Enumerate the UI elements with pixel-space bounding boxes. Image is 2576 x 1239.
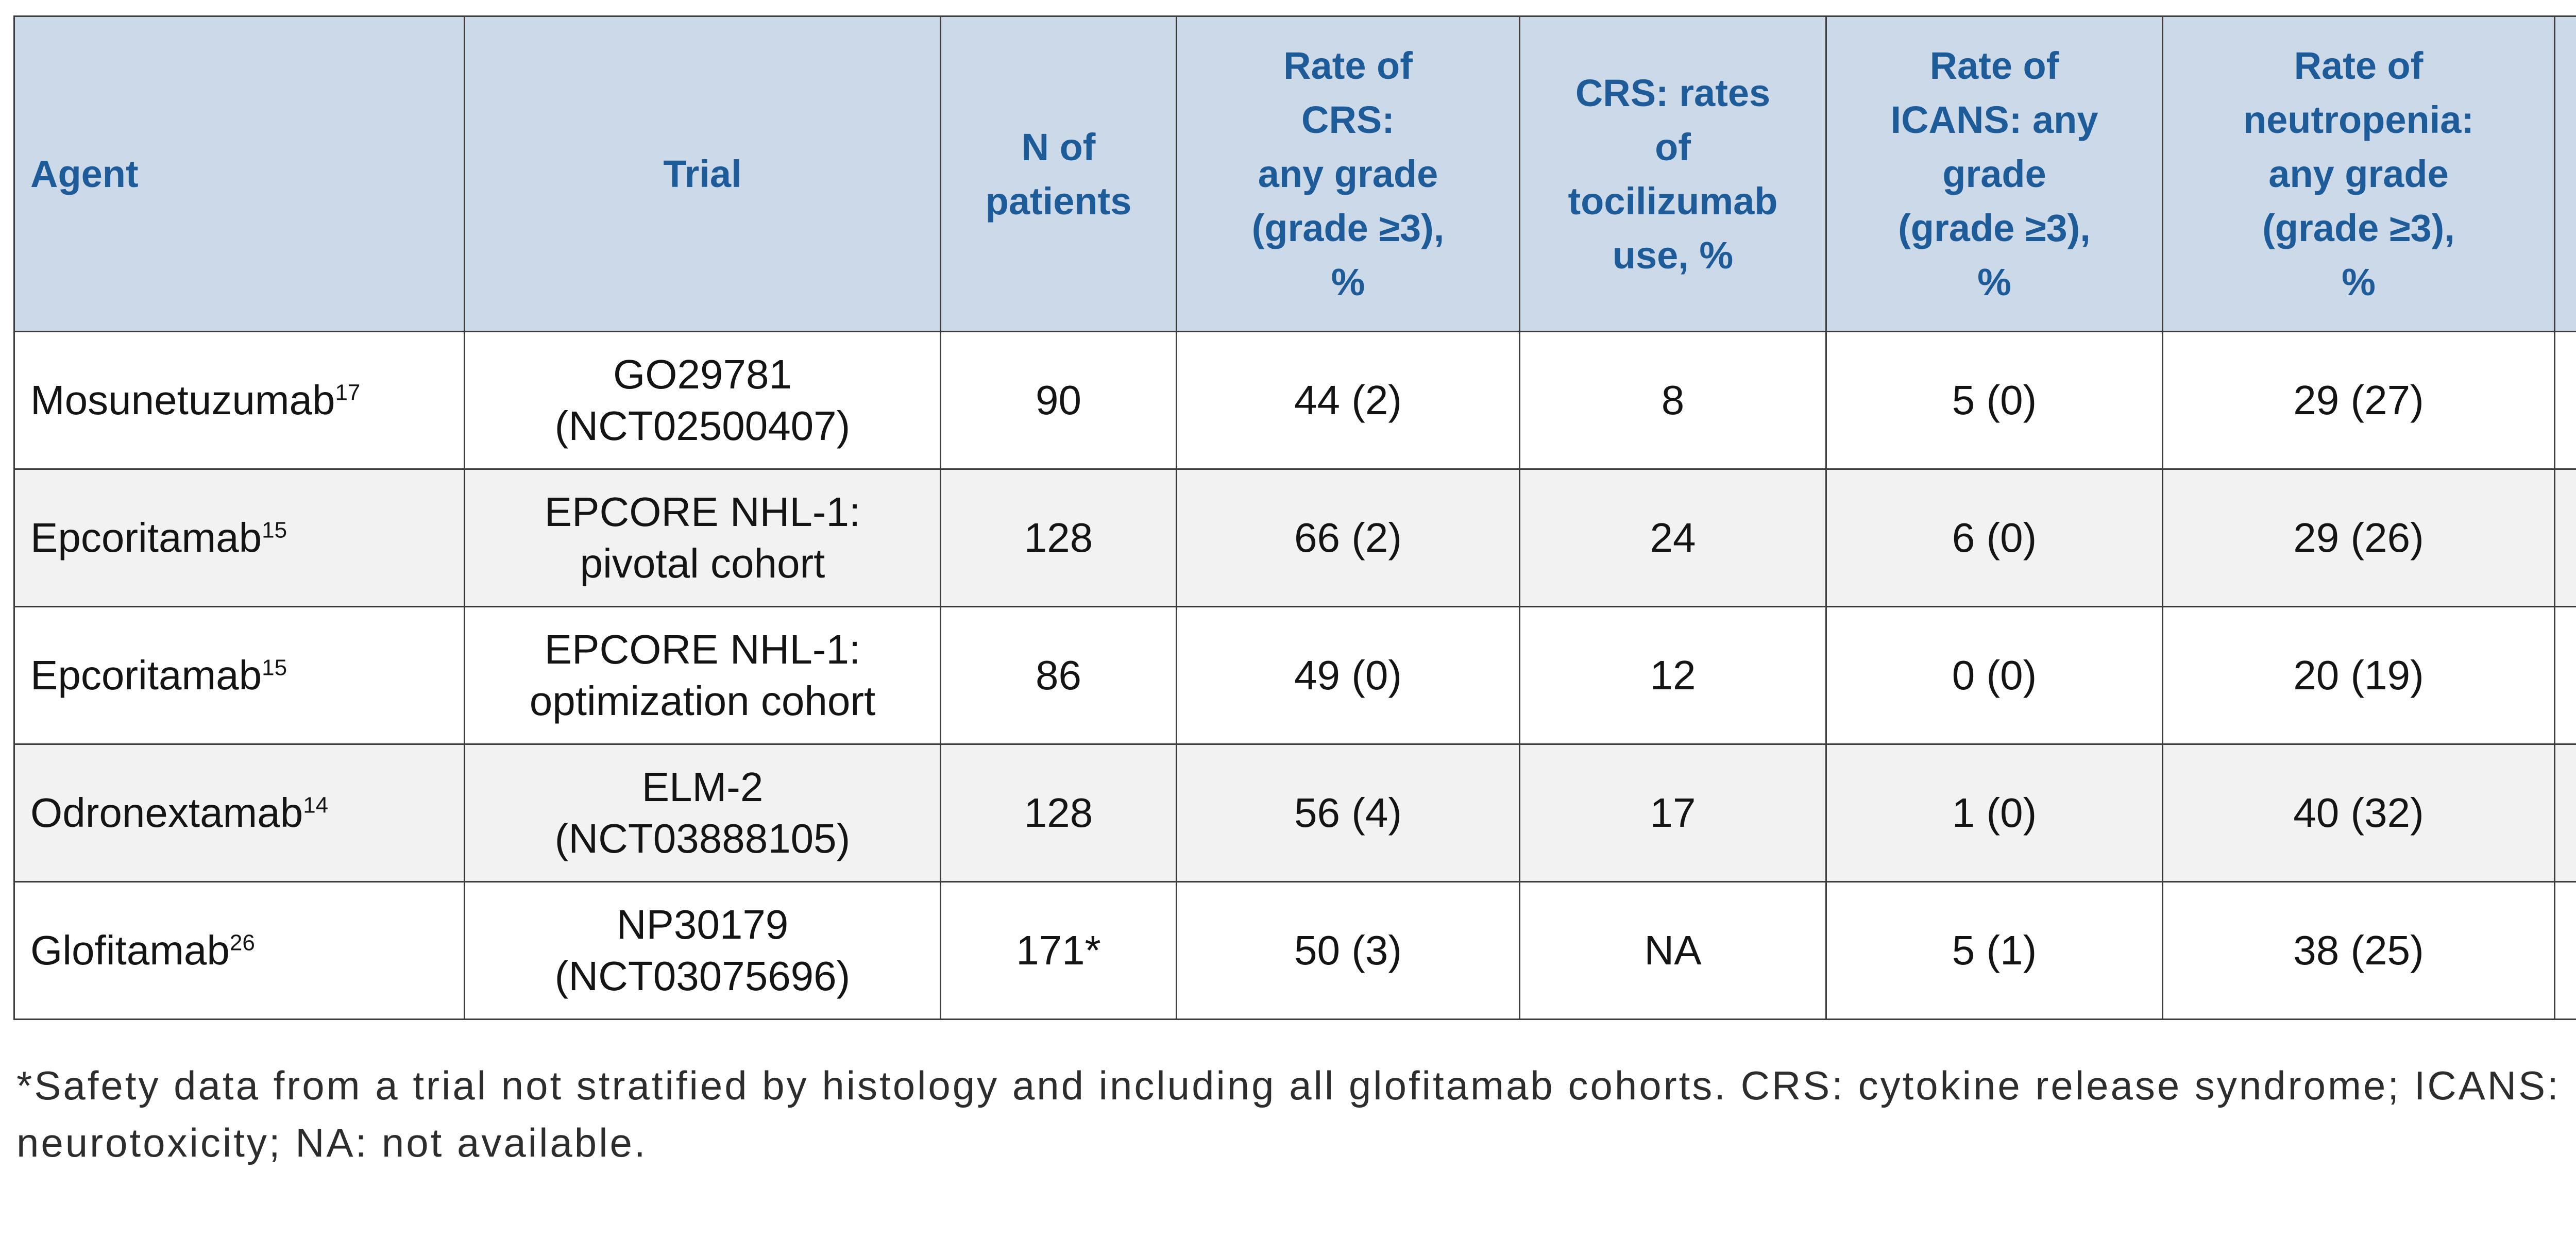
crs-rate-cell: 50 (3) [1176, 881, 1520, 1021]
n-patients-cell: 128 [940, 468, 1177, 608]
trial-cell: EPCORE NHL-1: pivotal cohort [464, 468, 941, 608]
n-patients-cell: 86 [940, 606, 1177, 745]
page: Agent Trial N of patients Rate of CRS: a… [13, 15, 2576, 1166]
infections-rate-cell: 80 (36) [2554, 743, 2576, 883]
table-row-epcoritamab-optimization: Epcoritamab15 EPCORE NHL-1: optimization… [13, 606, 2576, 745]
infections-rate-cell: NA [2554, 468, 2576, 608]
n-patients-cell: 128 [940, 743, 1177, 883]
agent-reference-superscript: 15 [262, 517, 287, 543]
icans-rate-cell: 1 (0) [1825, 743, 2163, 883]
agent-reference-superscript: 17 [335, 380, 361, 405]
icans-rate-cell: 5 (1) [1825, 881, 2163, 1021]
table-row-epcoritamab-pivotal: Epcoritamab15 EPCORE NHL-1: pivotal coho… [13, 468, 2576, 608]
agent-name: Epcoritamab [30, 515, 262, 561]
tocilizumab-use-cell: 12 [1519, 606, 1827, 745]
agent-reference-superscript: 15 [262, 655, 287, 681]
tocilizumab-use-cell: 24 [1519, 468, 1827, 608]
n-patients-cell: 90 [940, 331, 1177, 470]
neutropenia-rate-cell: 38 (25) [2162, 881, 2555, 1021]
table-footnote: *Safety data from a trial not stratified… [16, 1063, 2576, 1166]
agent-cell: Glofitamab26 [13, 881, 465, 1021]
crs-rate-cell: 44 (2) [1176, 331, 1520, 470]
agent-cell: Epcoritamab15 [13, 606, 465, 745]
header-n-patients: N of patients [940, 15, 1177, 333]
header-infections-rate: Rate of infections: any grade (grade ≥3)… [2554, 15, 2576, 333]
table-row-odronextamab: Odronextamab14 ELM-2 (NCT03888105) 128 5… [13, 743, 2576, 883]
header-icans-rate: Rate of ICANS: any grade (grade ≥3), % [1825, 15, 2163, 333]
header-tocilizumab-use: CRS: rates of tocilizumab use, % [1519, 15, 1827, 333]
infections-rate-cell: NA [2554, 606, 2576, 745]
trial-cell: GO29781 (NCT02500407) [464, 331, 941, 470]
header-crs-rate: Rate of CRS: any grade (grade ≥3), % [1176, 15, 1520, 333]
trial-cell: NP30179 (NCT03075696) [464, 881, 941, 1021]
tocilizumab-use-cell: NA [1519, 881, 1827, 1021]
agent-name: Epcoritamab [30, 652, 262, 699]
icans-rate-cell: 0 (0) [1825, 606, 2163, 745]
icans-rate-cell: 5 (0) [1825, 331, 2163, 470]
header-neutropenia-rate: Rate of neutropenia: any grade (grade ≥3… [2162, 15, 2555, 333]
neutropenia-rate-cell: 20 (19) [2162, 606, 2555, 745]
agent-cell: Mosunetuzumab17 [13, 331, 465, 470]
agent-name: Mosunetuzumab [30, 377, 335, 423]
agent-name: Glofitamab [30, 927, 230, 974]
header-agent: Agent [13, 15, 465, 333]
infections-rate-cell: 51 (17) [2554, 331, 2576, 470]
neutropenia-rate-cell: 40 (32) [2162, 743, 2555, 883]
header-row: Agent Trial N of patients Rate of CRS: a… [13, 15, 2576, 333]
infections-rate-cell: 52 (18) [2554, 881, 2576, 1021]
table-row-glofitamab: Glofitamab26 NP30179 (NCT03075696) 171* … [13, 881, 2576, 1021]
agent-cell: Odronextamab14 [13, 743, 465, 883]
tocilizumab-use-cell: 8 [1519, 331, 1827, 470]
trial-cell: EPCORE NHL-1: optimization cohort [464, 606, 941, 745]
crs-rate-cell: 49 (0) [1176, 606, 1520, 745]
crs-rate-cell: 66 (2) [1176, 468, 1520, 608]
agent-reference-superscript: 26 [229, 930, 255, 956]
crs-rate-cell: 56 (4) [1176, 743, 1520, 883]
agent-name: Odronextamab [30, 790, 303, 836]
agent-reference-superscript: 14 [303, 792, 329, 818]
table-row-mosunetuzumab: Mosunetuzumab17 GO29781 (NCT02500407) 90… [13, 331, 2576, 470]
tocilizumab-use-cell: 17 [1519, 743, 1827, 883]
bispecific-safety-table: Agent Trial N of patients Rate of CRS: a… [13, 15, 2576, 1021]
n-patients-cell: 171* [940, 881, 1177, 1021]
trial-cell: ELM-2 (NCT03888105) [464, 743, 941, 883]
agent-cell: Epcoritamab15 [13, 468, 465, 608]
header-trial: Trial [464, 15, 941, 333]
neutropenia-rate-cell: 29 (26) [2162, 468, 2555, 608]
icans-rate-cell: 6 (0) [1825, 468, 2163, 608]
neutropenia-rate-cell: 29 (27) [2162, 331, 2555, 470]
